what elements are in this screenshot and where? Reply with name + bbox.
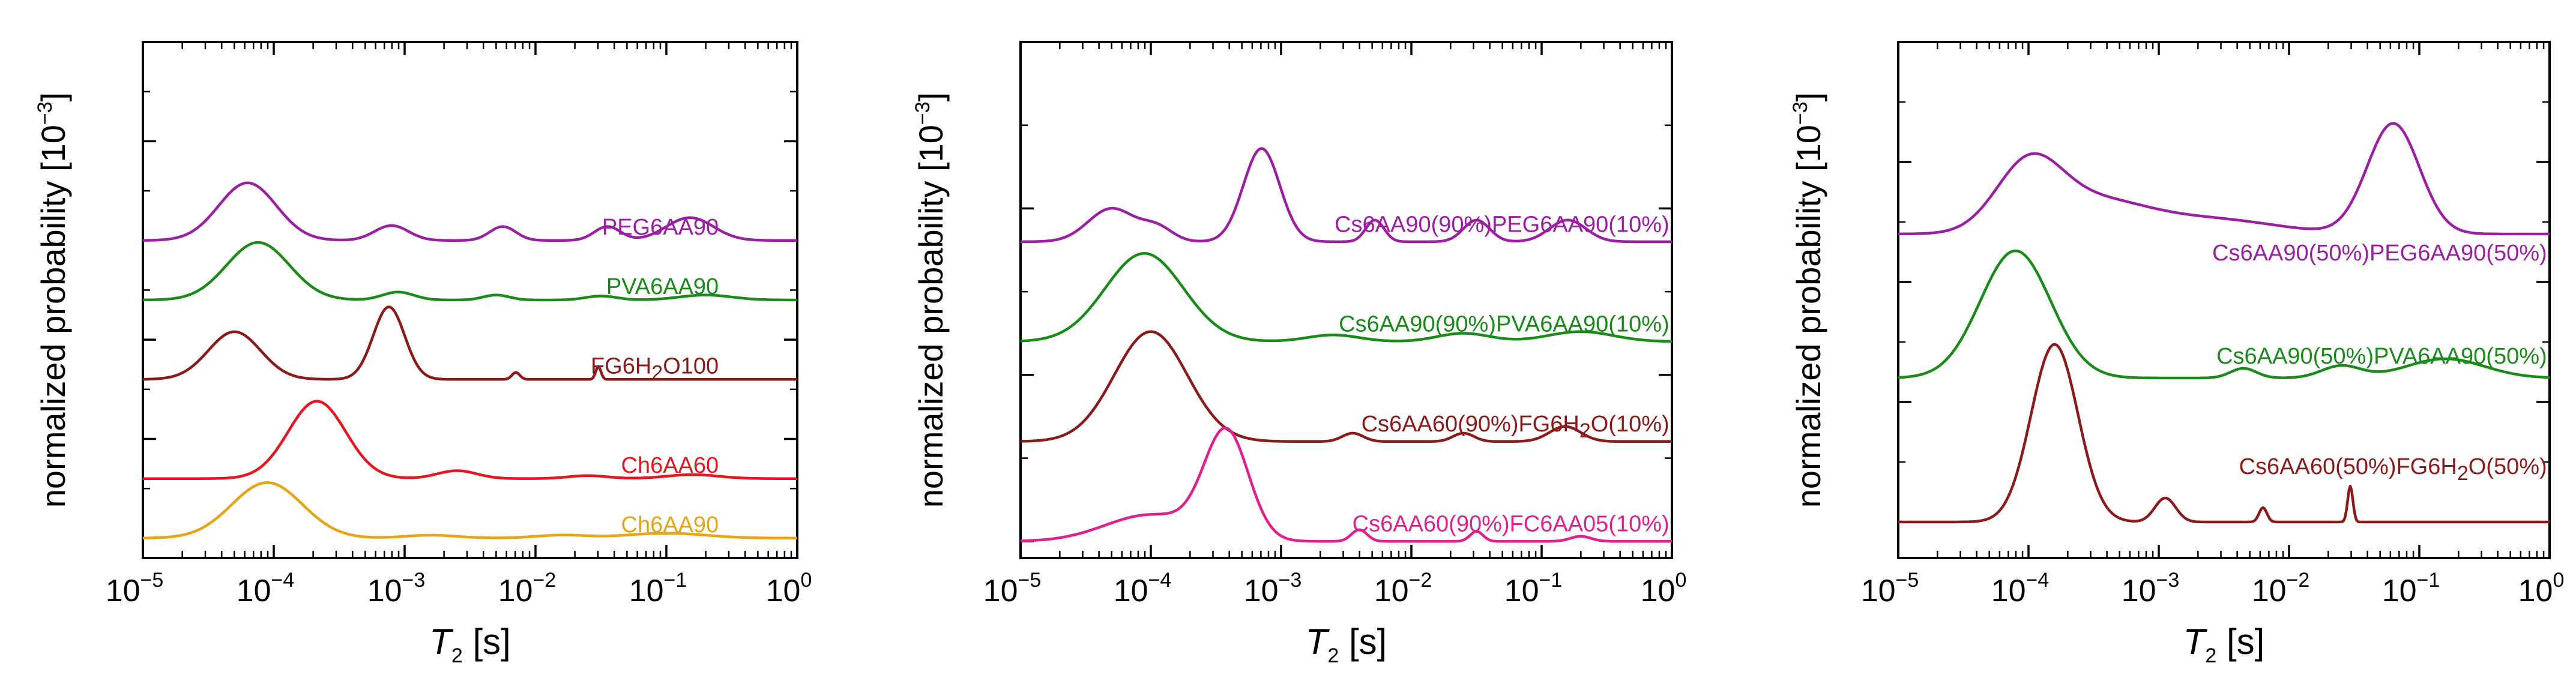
y-axis-label: normalized probability [10−3]: [34, 92, 72, 508]
x-tick-label: 100: [2518, 569, 2565, 608]
series-line: [142, 181, 798, 242]
series-line: [1898, 249, 2550, 380]
x-tick-label: 10−3: [367, 569, 426, 608]
x-tick-label: 10−4: [237, 569, 295, 608]
x-tick-label: 10−2: [2252, 569, 2310, 608]
plot-frame: [1019, 41, 1673, 559]
y-axis-label: normalized probability [10−3]: [911, 92, 950, 508]
series-line: [142, 305, 798, 381]
series-line: [1020, 426, 1673, 543]
series-line: [142, 241, 798, 302]
plot-frame: [1897, 41, 2551, 559]
x-tick-label: 10−5: [1861, 569, 1919, 608]
series-label: PVA6AA90: [606, 274, 719, 299]
x-tick-label: 10−1: [2382, 569, 2440, 608]
series-label: Cs6AA60(50%)FG6H2O(50%): [2239, 454, 2547, 485]
series-label: Cs6AA60(90%)FG6H2O(10%): [1362, 412, 1670, 442]
series-line: [1020, 252, 1673, 343]
panel-c: 10−5 10−4 10−3 10−2 10−1 100 T2 [s] normalized …: [1789, 41, 2565, 667]
series-label: Ch6AA60: [621, 453, 719, 478]
x-tick-label: 10−3: [1244, 569, 1302, 608]
x-tick-label: 10−2: [1374, 569, 1432, 608]
x-tick-label: 100: [1641, 569, 1687, 608]
series-line: [1898, 343, 2550, 524]
x-tick-label: 10−3: [2122, 569, 2180, 608]
series-line: [1020, 147, 1673, 244]
series-label: FG6H2O100: [591, 353, 719, 384]
series-label: Cs6AA90(90%)PVA6AA90(10%): [1339, 312, 1670, 337]
x-tick-label: 100: [766, 569, 812, 608]
panel-a: 10−5 10−4 10−3 10−2 10−1 100 T2 [s] normalized …: [34, 41, 812, 667]
x-tick-label: 10−5: [106, 569, 164, 608]
series-label: Ch6AA90: [621, 512, 719, 538]
series-line: [142, 400, 798, 480]
series-label: Cs6AA90(50%)PEG6AA90(50%): [2212, 241, 2547, 266]
panel-b: 10−5 10−4 10−3 10−2 10−1 100 T2 [s] normalized …: [911, 41, 1687, 667]
series-label: PEG6AA90: [602, 215, 719, 240]
x-tick-label: 10−1: [629, 569, 687, 608]
x-tick-label: 10−2: [498, 569, 557, 608]
x-tick-label: 10−4: [1114, 569, 1172, 608]
series-line: [1898, 122, 2550, 236]
series-line: [1020, 330, 1673, 443]
series-label: Cs6AA60(90%)FC6AA05(10%): [1353, 512, 1670, 537]
x-axis-label: T2 [s]: [2183, 622, 2265, 667]
x-axis-label: T2 [s]: [429, 622, 511, 667]
x-tick-label: 10−1: [1504, 569, 1563, 608]
x-tick-label: 10−4: [1991, 569, 2050, 608]
x-axis-label: T2 [s]: [1306, 622, 1387, 667]
y-axis-label: normalized probability [10−3]: [1789, 92, 1827, 508]
series-label: Cs6AA90(90%)PEG6AA90(10%): [1335, 212, 1670, 237]
series-label: Cs6AA90(50%)PVA6AA90(50%): [2216, 344, 2547, 369]
x-tick-label: 10−5: [983, 569, 1042, 608]
series-line: [142, 481, 798, 540]
